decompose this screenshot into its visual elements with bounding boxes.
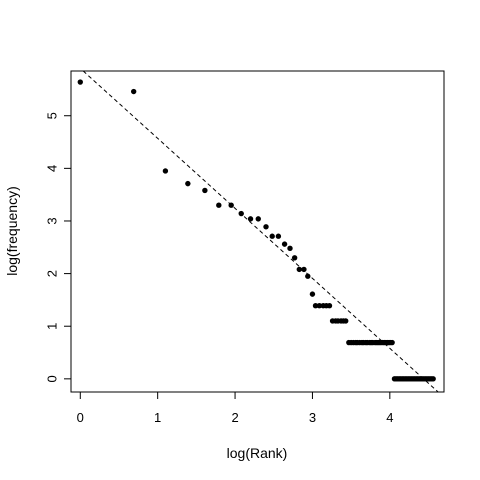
data-point bbox=[263, 224, 269, 230]
data-point bbox=[287, 245, 293, 252]
x-tick-label: 2 bbox=[231, 410, 238, 425]
data-point bbox=[296, 266, 302, 273]
data-point bbox=[326, 302, 333, 309]
data-point bbox=[316, 302, 323, 309]
fit-line bbox=[82, 70, 439, 393]
y-axis: 0 1 2 3 4 5 bbox=[45, 112, 72, 382]
points-layer bbox=[77, 79, 436, 382]
y-tick-label: 0 bbox=[45, 375, 60, 382]
data-point bbox=[269, 233, 275, 239]
y-tick-label: 4 bbox=[45, 165, 60, 172]
data-point bbox=[291, 255, 298, 261]
data-point bbox=[312, 302, 319, 309]
y-tick-label: 1 bbox=[45, 323, 60, 330]
x-tick-label: 3 bbox=[309, 410, 316, 425]
data-point bbox=[202, 187, 208, 194]
x-tick-label: 1 bbox=[154, 410, 161, 425]
data-point bbox=[389, 339, 395, 346]
data-point bbox=[301, 266, 307, 273]
data-point bbox=[228, 202, 234, 208]
data-point bbox=[343, 318, 349, 324]
data-point bbox=[275, 233, 282, 239]
data-point bbox=[77, 79, 83, 85]
data-point bbox=[185, 180, 191, 187]
y-tick-label: 3 bbox=[45, 217, 60, 224]
data-point bbox=[216, 202, 222, 208]
x-tick-label: 4 bbox=[386, 410, 393, 425]
fit-line-layer bbox=[82, 70, 439, 393]
y-tick-label: 2 bbox=[45, 270, 60, 277]
data-point bbox=[162, 168, 169, 174]
y-axis-title: log(frequency) bbox=[4, 186, 20, 276]
data-point bbox=[430, 376, 436, 382]
data-point bbox=[281, 241, 288, 247]
data-point bbox=[309, 291, 316, 297]
data-point bbox=[238, 210, 244, 217]
data-point bbox=[130, 88, 137, 95]
x-axis: 0 1 2 3 4 bbox=[77, 391, 393, 425]
data-point bbox=[305, 273, 311, 279]
data-point bbox=[247, 216, 254, 222]
data-point bbox=[255, 216, 261, 222]
y-tick-label: 5 bbox=[45, 112, 60, 119]
x-axis-title: log(Rank) bbox=[227, 445, 288, 461]
x-tick-label: 0 bbox=[77, 410, 84, 425]
